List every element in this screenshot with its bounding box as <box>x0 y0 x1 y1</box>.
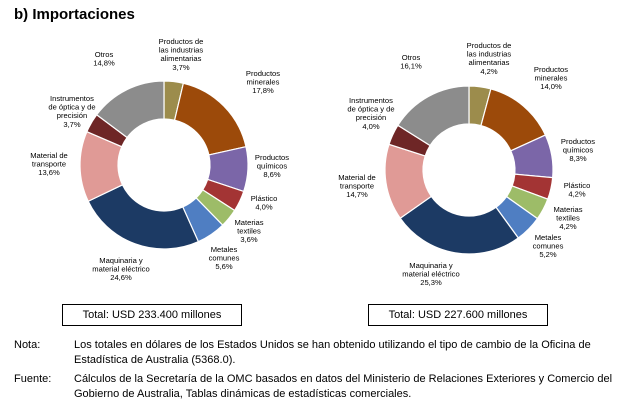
slice-right-maquinaria <box>399 195 520 255</box>
label-right-maquinaria: Maquinaria y material eléctrico 25,3% <box>402 261 459 287</box>
total-right: Total: USD 227.600 millones <box>368 304 548 326</box>
label-left-textiles: Materias textiles 3,6% <box>234 218 263 244</box>
label-right-textiles: Materias textiles 4,2% <box>553 205 582 231</box>
slice-left-minerales <box>173 82 247 156</box>
label-right-minerales: Productos minerales 14,0% <box>534 65 568 91</box>
label-left-minerales: Productos minerales 17,8% <box>246 69 280 95</box>
label-right-transporte: Material de transporte 14,7% <box>338 173 376 199</box>
note-text: Los totales en dólares de los Estados Un… <box>74 339 591 366</box>
label-right-plastico: Plástico 4,2% <box>564 181 591 199</box>
label-right-alimentarias: Productos de las industrias alimentarias 4,… <box>467 41 512 76</box>
label-left-maquinaria: Maquinaria y material eléctrico 24,6% <box>92 256 149 282</box>
slice-right-otros <box>397 85 470 147</box>
label-right-otros: Otros 16,1% <box>400 53 422 71</box>
label-right-quimicos: Productos químicos 8,3% <box>561 137 595 163</box>
label-left-metales: Metales comunes 5,6% <box>209 245 240 271</box>
slice-left-maquinaria <box>87 184 200 250</box>
section-heading: b) Importaciones <box>14 6 135 23</box>
label-left-instrumentos: Instrumentos de óptica y de precisión 3,7% <box>48 94 95 129</box>
label-left-plastico: Plástico 4,0% <box>251 194 278 212</box>
total-left: Total: USD 233.400 millones <box>62 304 242 326</box>
label-left-alimentarias: Productos de las industrias alimentarias 3,… <box>159 37 204 72</box>
source-key: Fuente: <box>14 373 52 385</box>
label-left-otros: Otros 14,8% <box>93 50 115 68</box>
label-right-metales: Metales comunes 5,2% <box>533 233 564 259</box>
source-text: Cálculos de la Secretaría de la OMC basa… <box>74 373 613 400</box>
label-left-quimicos: Productos químicos 8,6% <box>255 153 289 179</box>
label-right-instrumentos: Instrumentos de óptica y de precisión 4,0% <box>347 96 394 131</box>
slice-left-otros <box>95 80 165 139</box>
note-key: Nota: <box>14 339 41 351</box>
label-left-transporte: Material de transporte 13,6% <box>30 151 68 177</box>
